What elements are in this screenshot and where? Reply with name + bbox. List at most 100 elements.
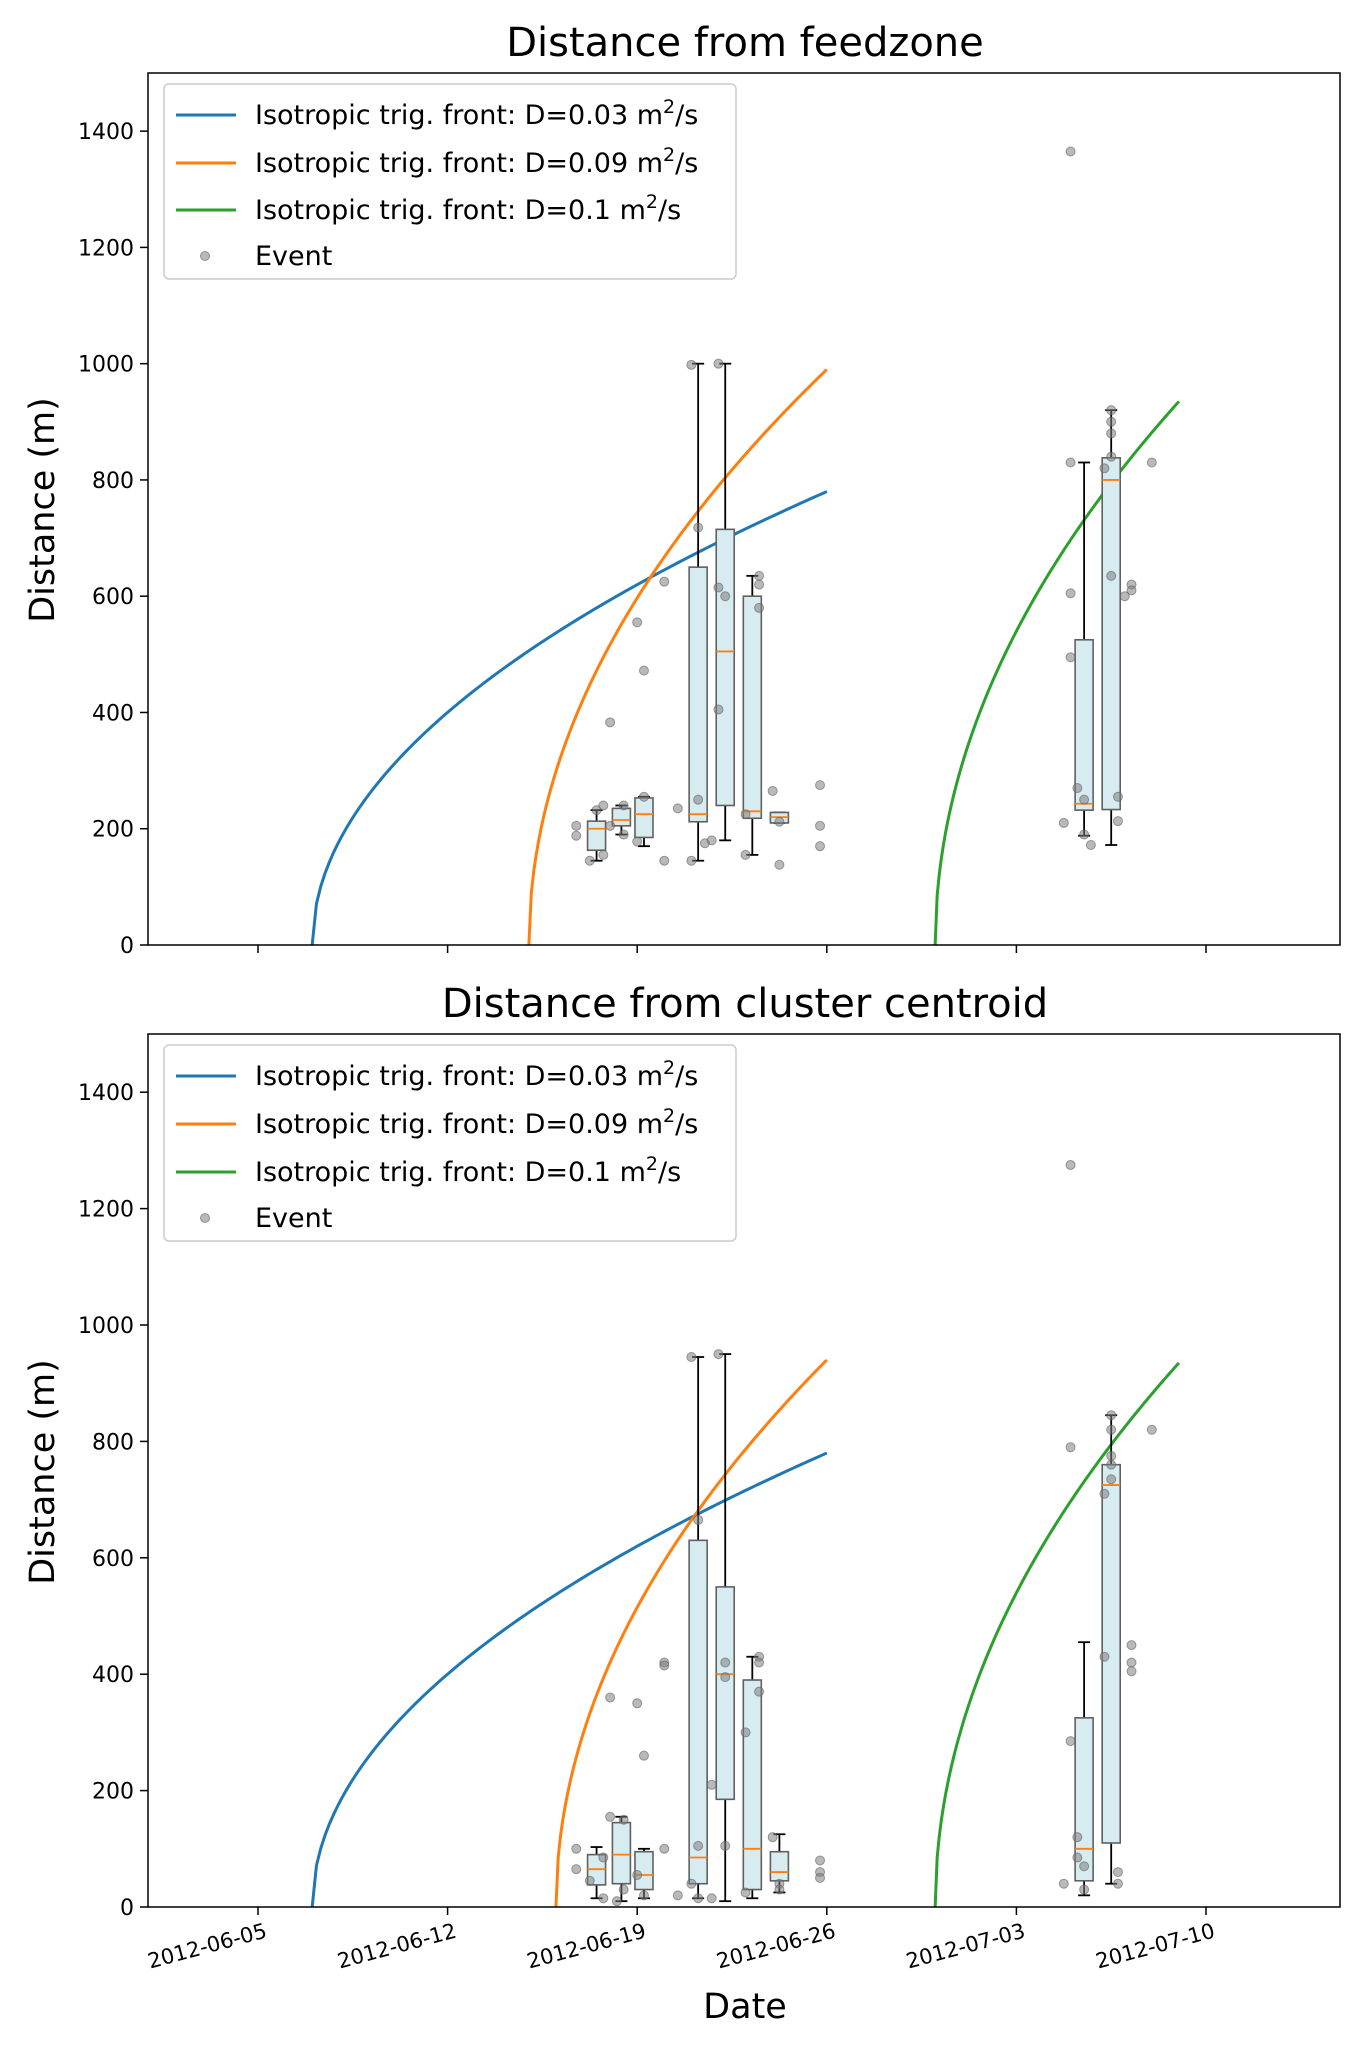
- event-point: [815, 1872, 826, 1883]
- event-point: [1072, 1852, 1083, 1863]
- box-iqr: [688, 566, 708, 823]
- event-point: [638, 665, 649, 676]
- event-point: [767, 1832, 778, 1843]
- event-point: [638, 1890, 649, 1901]
- event-point: [1106, 416, 1117, 427]
- y-axis-label: Distance (m): [23, 397, 63, 623]
- event-point: [659, 855, 670, 866]
- event-point: [1099, 1651, 1110, 1662]
- box-iqr: [611, 807, 632, 827]
- trigger-front-line-2: [933, 1361, 1181, 1908]
- event-point: [1112, 1867, 1123, 1878]
- event-point: [1106, 1450, 1117, 1461]
- trigger-front-line-1: [554, 1358, 828, 1908]
- event-point: [1112, 816, 1123, 827]
- event-point: [632, 836, 643, 847]
- event-point: [1106, 405, 1117, 416]
- event-point: [686, 1352, 697, 1363]
- event-point: [605, 1811, 616, 1822]
- event-point: [659, 1843, 670, 1854]
- event-point: [605, 717, 616, 728]
- event-point: [713, 582, 724, 593]
- event-point: [632, 617, 643, 628]
- y-tick-label: 0: [120, 934, 134, 959]
- legend-label-d009: Isotropic trig. front: D=0.09 m2/s: [255, 144, 698, 179]
- event-point: [754, 602, 765, 613]
- event-point: [598, 1893, 609, 1904]
- event-point: [1079, 829, 1090, 840]
- y-axis-label: Distance (m): [23, 1359, 63, 1585]
- event-point: [1065, 588, 1076, 599]
- event-point: [1106, 451, 1117, 462]
- event-point: [598, 1852, 609, 1863]
- y-tick-label: 1000: [78, 353, 134, 378]
- event-point: [571, 830, 582, 841]
- plot-frame: [147, 1033, 1341, 1908]
- legend-label-d01: Isotropic trig. front: D=0.1 m2/s: [255, 1153, 681, 1188]
- event-point: [632, 1869, 643, 1880]
- legend-marker-event: [200, 1213, 210, 1223]
- event-point: [1106, 428, 1117, 439]
- chart-panel-cluster-centroid: Distance from cluster centroid Distance …: [23, 981, 1341, 1973]
- legend: Isotropic trig. front: D=0.03 m2/s Isotr…: [163, 1044, 737, 1242]
- event-point: [754, 570, 765, 581]
- event-point: [720, 1672, 731, 1683]
- event-point: [815, 1855, 826, 1866]
- event-point: [815, 841, 826, 852]
- plot-frame: [147, 72, 1341, 946]
- box-iqr: [586, 820, 607, 852]
- chart-panel-feedzone: Distance from feedzone Distance (m) 0 200…: [23, 20, 1341, 959]
- event-point: [720, 1657, 731, 1668]
- trigger-front-line-0: [310, 1451, 828, 1908]
- legend-label-event: Event: [255, 1203, 332, 1234]
- event-point: [659, 576, 670, 587]
- box-iqr: [634, 797, 654, 839]
- boxplot: [742, 574, 763, 856]
- event-point: [1085, 840, 1096, 851]
- legend-label-d009: Isotropic trig. front: D=0.09 m2/s: [255, 1105, 698, 1140]
- event-point: [713, 358, 724, 369]
- event-point: [720, 591, 731, 602]
- event-point: [659, 1660, 670, 1671]
- event-point: [713, 704, 724, 715]
- event-point: [693, 794, 704, 805]
- event-point: [1065, 457, 1076, 468]
- event-point: [754, 1686, 765, 1697]
- event-point: [706, 1779, 717, 1790]
- legend-marker-event: [200, 251, 210, 261]
- y-tick-label: 800: [92, 469, 134, 494]
- event-point: [754, 1657, 765, 1668]
- y-tick-label: 1400: [78, 1081, 134, 1106]
- chart-title: Distance from feedzone: [506, 20, 984, 66]
- event-point: [1106, 1424, 1117, 1435]
- event-point: [740, 849, 751, 860]
- event-point: [1058, 1878, 1069, 1889]
- event-point: [598, 849, 609, 860]
- boxplot: [688, 362, 708, 862]
- y-tick-label: 1200: [78, 236, 134, 261]
- event-point: [693, 522, 704, 533]
- boxplot: [688, 1356, 708, 1900]
- event-point: [693, 1514, 704, 1525]
- event-point: [1065, 652, 1076, 663]
- legend-label-event: Event: [255, 241, 332, 272]
- boxplot: [586, 1846, 607, 1900]
- event-point: [720, 1840, 731, 1851]
- event-point: [1106, 1474, 1117, 1485]
- legend-label-d003: Isotropic trig. front: D=0.03 m2/s: [255, 1057, 698, 1092]
- event-point: [1146, 457, 1157, 468]
- event-point: [591, 805, 602, 816]
- event-point: [618, 800, 629, 811]
- legend-box: [163, 1044, 737, 1242]
- box-iqr: [742, 595, 763, 820]
- box-iqr: [715, 528, 736, 807]
- event-point: [706, 1893, 717, 1904]
- event-point: [632, 1698, 643, 1709]
- event-point: [1106, 570, 1117, 581]
- box-iqr: [611, 1821, 632, 1885]
- event-point: [1065, 1442, 1076, 1453]
- event-point: [1099, 1488, 1110, 1499]
- event-point: [598, 800, 609, 811]
- legend-label-d003: Isotropic trig. front: D=0.03 m2/s: [255, 96, 698, 131]
- event-point: [638, 791, 649, 802]
